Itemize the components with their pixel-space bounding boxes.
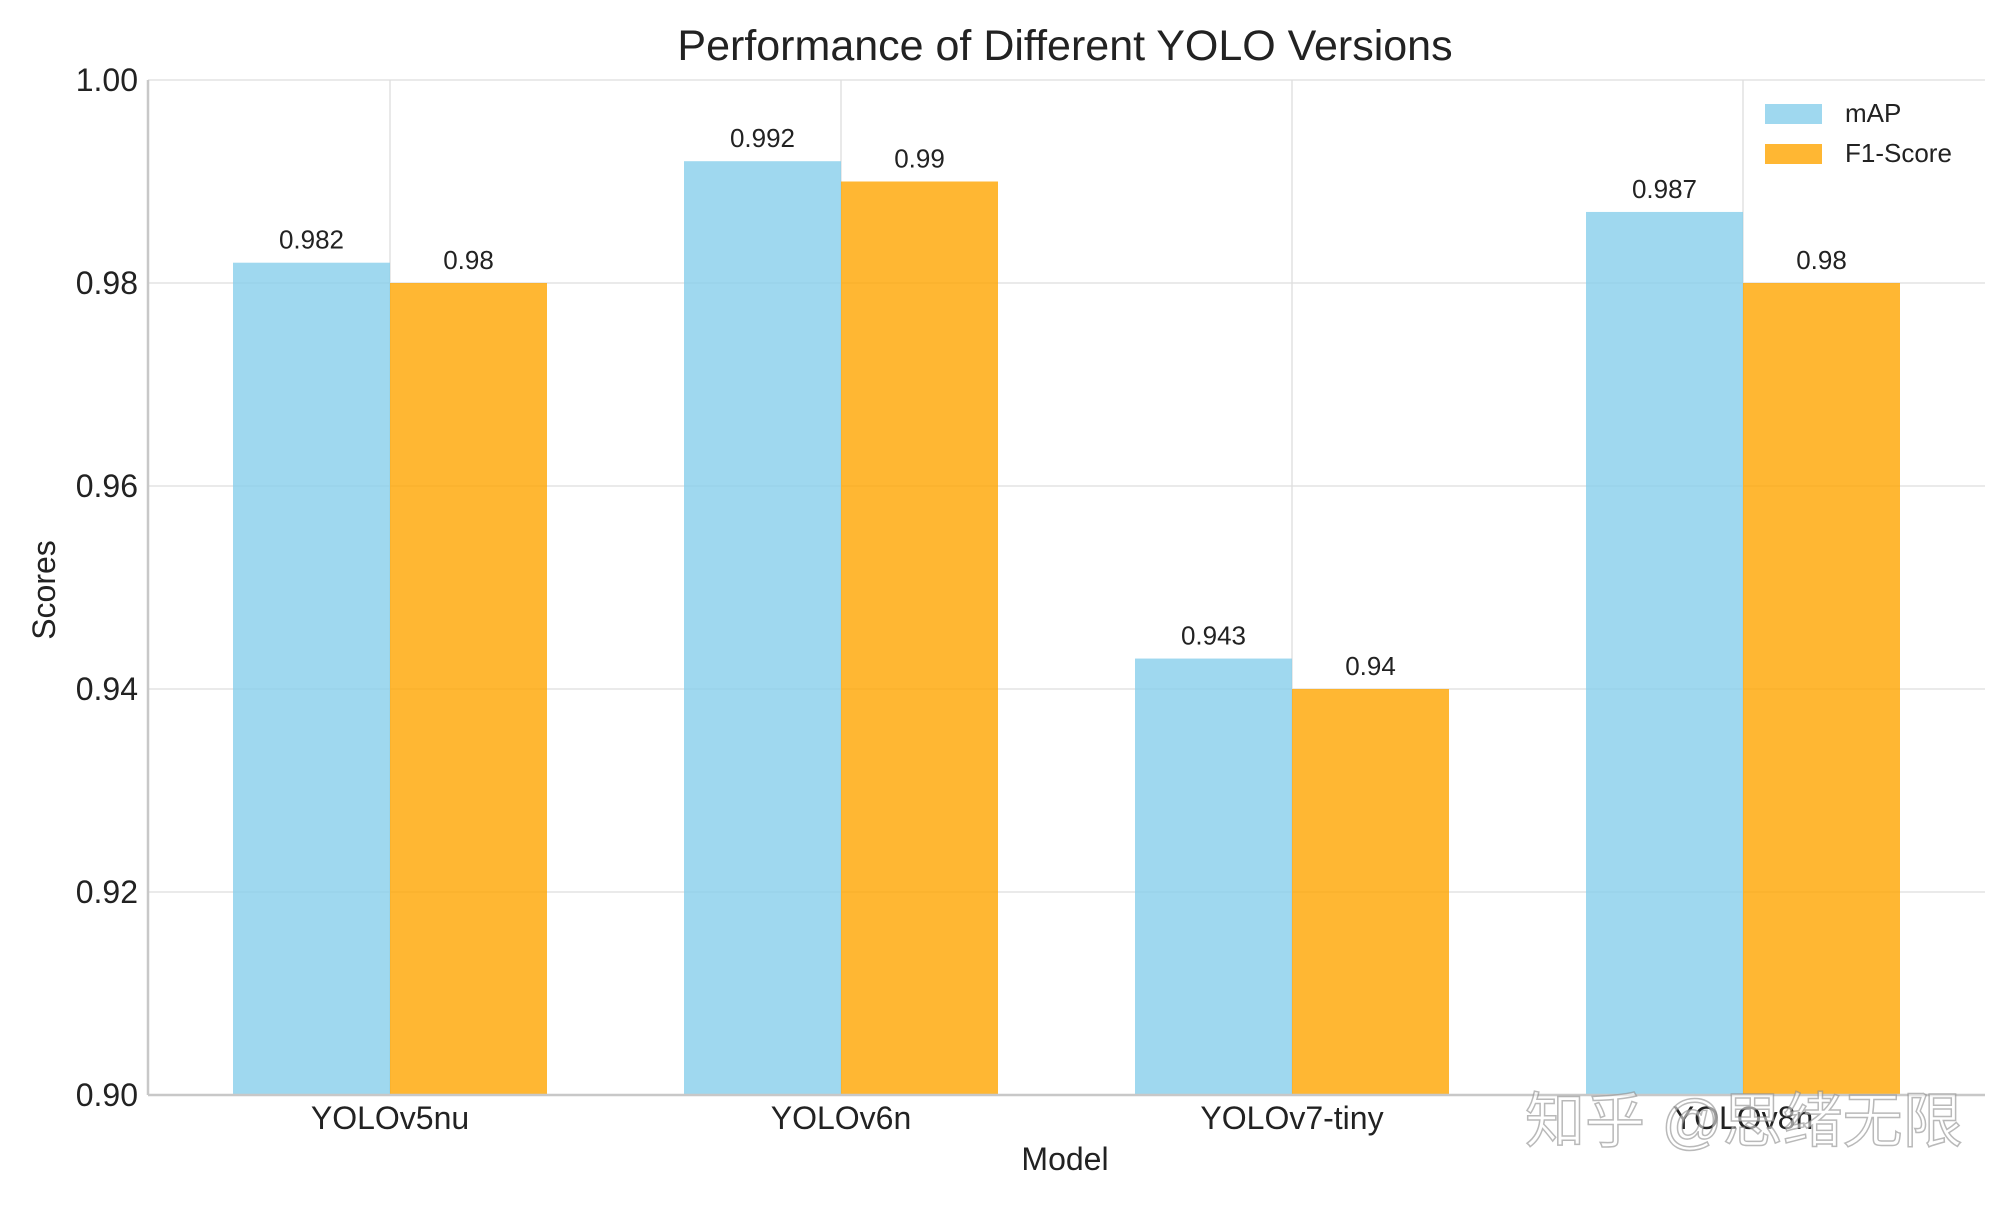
- y-tick-label: 0.98: [76, 265, 138, 301]
- bar-f1-score-yolov6n: [841, 181, 998, 1095]
- y-tick-label: 0.96: [76, 468, 138, 504]
- chart-title: Performance of Different YOLO Versions: [677, 22, 1452, 70]
- legend-swatch: [1765, 104, 1822, 124]
- bar-value-label: 0.99: [894, 144, 945, 174]
- y-tick-label: 0.94: [76, 671, 138, 707]
- bar-map-yolov6n: [684, 161, 841, 1095]
- y-tick-label: 0.90: [76, 1077, 138, 1113]
- watermark-text: 知乎 @思绪无限: [1525, 1088, 1963, 1155]
- x-tick-label: YOLOv8n: [1673, 1100, 1814, 1136]
- y-tick-label: 1.00: [76, 62, 138, 98]
- bar-value-label: 0.992: [730, 123, 795, 153]
- bar-f1-score-yolov5nu: [390, 283, 547, 1095]
- legend-label: F1-Score: [1845, 138, 1952, 168]
- data-labels: 0.982 0.992 0.943 0.987 0.98 0.99 0.94 0.98: [279, 123, 1847, 681]
- legend: mAP F1-Score: [1765, 98, 1952, 168]
- axes: [146, 80, 1985, 1097]
- bar-value-label: 0.94: [1345, 651, 1396, 681]
- bar-value-label: 0.98: [1796, 245, 1847, 275]
- x-tick-label: YOLOv5nu: [311, 1100, 469, 1136]
- y-tick-label: 0.92: [76, 874, 138, 910]
- bar-map-yolov8n: [1586, 211, 1743, 1095]
- bar-value-label: 0.982: [279, 225, 344, 255]
- x-tick-label: YOLOv7-tiny: [1200, 1100, 1383, 1136]
- x-axis-label: Model: [1021, 1141, 1108, 1177]
- bar-value-label: 0.943: [1181, 621, 1246, 651]
- bar-map-yolov5nu: [233, 262, 390, 1095]
- x-tick-label: YOLOv6n: [771, 1100, 912, 1136]
- bar-value-label: 0.98: [443, 245, 494, 275]
- tick-labels: 0.90 0.92 0.94 0.96 0.98 1.00 YOLOv5nu YOLOv6n Y…: [76, 62, 1814, 1136]
- legend-swatch: [1765, 144, 1822, 164]
- bar-value-label: 0.987: [1632, 174, 1697, 204]
- bar-map-yolov7-tiny: [1135, 658, 1292, 1095]
- bar-f1-score-yolov8n: [1743, 283, 1900, 1095]
- bar-f1-score-yolov7-tiny: [1292, 689, 1449, 1095]
- legend-label: mAP: [1845, 98, 1901, 128]
- bars: [233, 161, 1900, 1095]
- y-axis-label: Scores: [26, 540, 62, 640]
